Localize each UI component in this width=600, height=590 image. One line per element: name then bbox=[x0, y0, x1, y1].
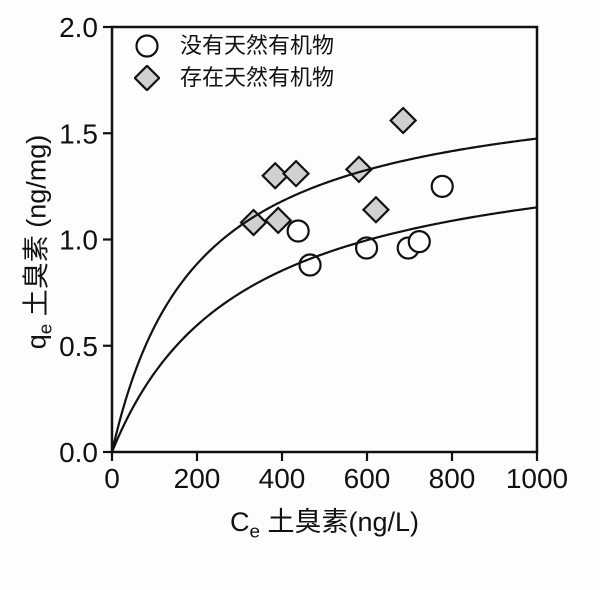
y-tick-label: 2.0 bbox=[59, 12, 98, 43]
data-point-circle bbox=[298, 253, 322, 277]
x-axis-subscript: e bbox=[249, 521, 260, 543]
y-tick-label: 1.5 bbox=[59, 118, 98, 149]
y-axis-subscript: e bbox=[35, 323, 57, 335]
fit-curve bbox=[110, 137, 538, 453]
y-tick-label: 0.5 bbox=[59, 331, 98, 362]
x-tick-label: 600 bbox=[344, 463, 391, 494]
data-point-diamond bbox=[261, 161, 290, 190]
legend-diamond-marker bbox=[134, 65, 160, 91]
plot-frame bbox=[110, 25, 539, 454]
x-tick-label: 200 bbox=[174, 463, 221, 494]
data-point-circle bbox=[430, 174, 454, 198]
legend: 没有天然有机物 存在天然有机物 bbox=[134, 30, 334, 94]
y-tick-label: 1.0 bbox=[59, 225, 98, 256]
data-point-diamond bbox=[264, 206, 293, 235]
x-tick-label: 1000 bbox=[506, 463, 568, 494]
data-point-diamond bbox=[344, 155, 373, 184]
legend-label-no-nom: 没有天然有机物 bbox=[180, 33, 335, 58]
x-axis-symbol: C bbox=[229, 507, 250, 537]
legend-item-with-nom: 存在天然有机物 bbox=[134, 62, 334, 94]
data-point-circle bbox=[407, 230, 431, 254]
y-axis-text: 土臭素 (ng/mg) bbox=[21, 134, 52, 324]
x-tick-label: 800 bbox=[429, 463, 476, 494]
fit-curve bbox=[110, 206, 538, 453]
legend-label-with-nom: 存在天然有机物 bbox=[180, 65, 335, 90]
data-point-diamond bbox=[281, 159, 311, 188]
x-tick-label: 0 bbox=[104, 463, 120, 494]
data-point-diamond bbox=[239, 208, 268, 237]
y-axis-label: qe 土臭素 (ng/mg) bbox=[14, 135, 57, 350]
x-axis-text: 土臭素(ng/L) bbox=[259, 507, 420, 537]
legend-item-no-nom: 没有天然有机物 bbox=[134, 30, 334, 62]
y-axis-symbol: q bbox=[21, 334, 52, 350]
data-point-diamond bbox=[389, 106, 418, 135]
data-point-circle bbox=[286, 219, 310, 243]
x-tick-label: 400 bbox=[259, 463, 306, 494]
y-tick-label: 0.0 bbox=[59, 437, 98, 468]
x-axis-label: Ce 土臭素(ng/L) bbox=[112, 500, 537, 543]
legend-circle-marker bbox=[135, 34, 159, 58]
data-point-diamond bbox=[361, 195, 390, 224]
